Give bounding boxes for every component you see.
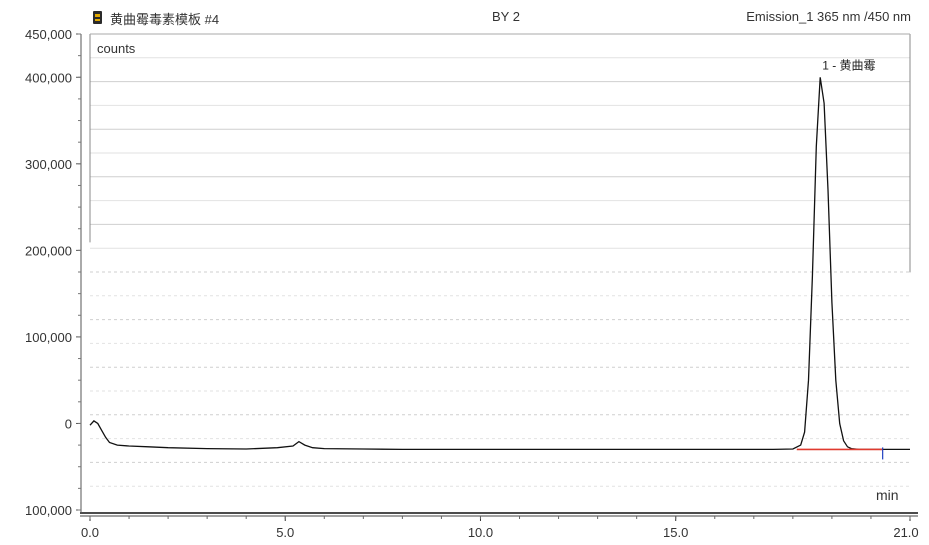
y-axis-ticks: 100,000 0 100,000 200,000 300,000 400,000 450,… xyxy=(25,27,81,518)
y-tick-label: 300,000 xyxy=(25,157,72,172)
chart-header-sample: BY 2 xyxy=(492,9,520,24)
x-tick-label: 0.0 xyxy=(81,525,99,540)
y-tick-label: 400,000 xyxy=(25,70,72,85)
chart-header-title: 黄曲霉毒素模板 #4 xyxy=(110,12,220,27)
y-tick-label: 200,000 xyxy=(25,243,72,258)
x-tick-label: 10.0 xyxy=(468,525,493,540)
plot-frame xyxy=(80,33,918,517)
document-icon xyxy=(93,11,102,24)
x-axis-ticks: 0.0 5.0 10.0 15.0 21.0 xyxy=(81,516,919,540)
chart-header-channel: Emission_1 365 nm /450 nm xyxy=(746,9,911,24)
chromatogram-trace xyxy=(89,77,910,451)
grid-lines xyxy=(90,57,910,487)
y-tick-label: 0 xyxy=(65,416,72,431)
y-tick-label: 100,000 xyxy=(25,503,72,518)
y-tick-label: 100,000 xyxy=(25,330,72,345)
x-tick-label: 15.0 xyxy=(663,525,688,540)
y-axis-label: counts xyxy=(97,41,136,56)
y-tick-label: 450,000 xyxy=(25,27,72,42)
x-axis-label: min xyxy=(876,487,899,503)
x-tick-label: 21.0 xyxy=(893,525,918,540)
x-tick-label: 5.0 xyxy=(276,525,294,540)
peak-label: 1 - 黄曲霉 xyxy=(822,58,875,72)
